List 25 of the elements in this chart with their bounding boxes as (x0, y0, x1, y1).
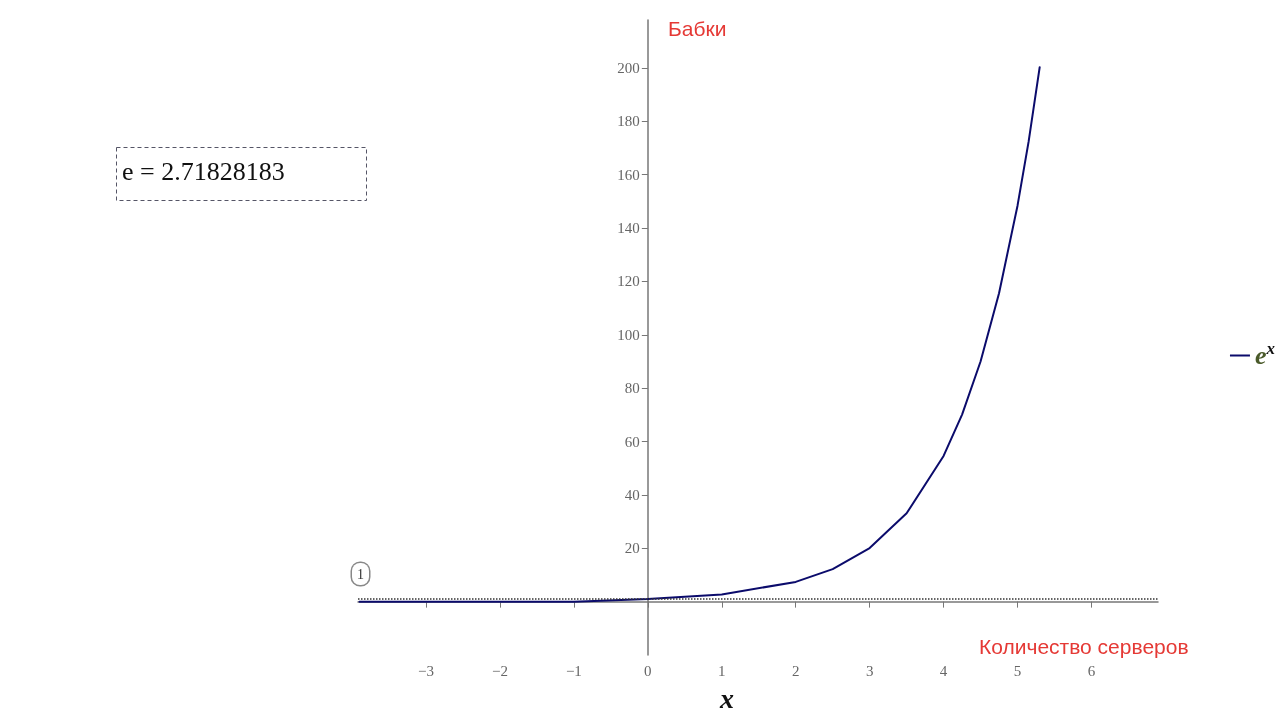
x-tick-label: 5 (1013, 662, 1022, 679)
x-tick-label: 0 (644, 662, 652, 679)
x-tick-label: 2 (791, 662, 800, 679)
y-tick-label: 80 (624, 380, 640, 397)
x-axis-title: Количество серверов (979, 635, 1189, 658)
y-tick-label: 200 (617, 60, 640, 77)
x-tick-label: 3 (865, 662, 874, 679)
y-tick-label: 180 (617, 113, 640, 130)
y-tick-label: 160 (617, 166, 640, 183)
text: e = 2.71828183 (122, 156, 285, 186)
y-tick-label: 20 (624, 540, 640, 557)
x-tick-label: 4 (939, 662, 948, 679)
y-tick-label: 140 (617, 220, 640, 237)
y-tick-label: 40 (624, 486, 640, 503)
x-tick-label: 1 (718, 662, 726, 679)
y-tick-label: 100 (617, 326, 640, 343)
ref-line-label: 1 (357, 567, 364, 583)
x-tick-label: 6 (1087, 662, 1096, 679)
y-tick-label: 120 (617, 273, 640, 290)
x-tick-label: −1 (565, 662, 582, 679)
y-axis-title: Бабки (668, 17, 727, 40)
x-tick-label: −2 (491, 662, 508, 679)
x-tick-label: −3 (418, 662, 435, 679)
y-tick-label: 60 (624, 433, 640, 450)
text: x (719, 682, 734, 714)
